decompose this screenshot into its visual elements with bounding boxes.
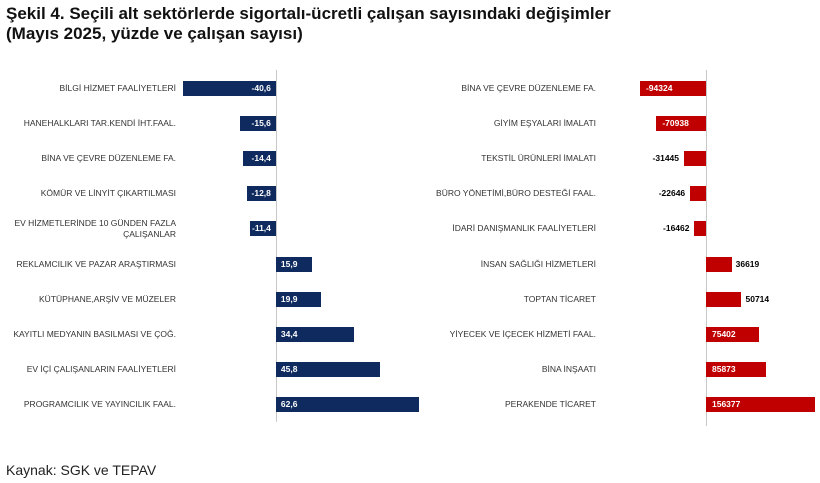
bar <box>656 115 706 131</box>
bar <box>706 326 759 342</box>
category-label: İDARİ DANIŞMANLIK FAALİYETLERİ <box>452 223 596 234</box>
value-label: -31445 <box>652 152 679 163</box>
category-label: BİNA VE ÇEVRE DÜZENLEME FA. <box>41 152 176 163</box>
category-label: BİNA İNŞAATI <box>541 364 596 375</box>
bar <box>275 256 313 272</box>
category-label: BÜRO YÖNETİMİ,BÜRO DESTEĞİ FAAL. <box>436 188 596 199</box>
value-label: 19,9 <box>280 293 298 304</box>
value-label: -70938 <box>662 117 689 128</box>
bar <box>683 150 706 166</box>
category-label: EV HİZMETLERİNDE 10 GÜNDEN FAZLA ÇALIŞAN… <box>14 217 176 239</box>
bar <box>706 397 816 413</box>
bar <box>240 115 276 131</box>
category-label: KÜTÜPHANE,ARŞİV VE MÜZELER <box>39 293 176 304</box>
value-label: 75402 <box>712 328 736 339</box>
category-label: BİNA VE ÇEVRE DÜZENLEME FA. <box>461 82 596 93</box>
bar <box>183 80 276 96</box>
zero-axis <box>706 70 707 426</box>
subtitle: (Mayıs 2025, yüzde ve çalışan sayısı) <box>6 24 303 43</box>
category-label: KAYITLI MEDYANIN BASILMASI VE ÇOĞ. <box>13 328 176 339</box>
value-label: 15,9 <box>280 258 298 269</box>
value-label: -15,6 <box>251 117 271 128</box>
category-label: HANEHALKLARI TAR.KENDİ İHT.FAAL. <box>23 117 176 128</box>
title: Şekil 4. Seçili alt sektörlerde sigortal… <box>6 4 611 23</box>
bar <box>706 291 742 307</box>
value-label: 36619 <box>735 258 760 269</box>
category-label: BİLGİ HİZMET FAALİYETLERİ <box>59 82 176 93</box>
bar <box>694 221 706 237</box>
category-label: EV İÇİ ÇALIŞANLARIN FAALİYETLERİ <box>26 364 176 375</box>
bar <box>275 397 419 413</box>
category-label: TEKSTİL ÜRÜNLERİ İMALATI <box>481 152 596 163</box>
bar <box>639 80 706 96</box>
bar <box>706 362 767 378</box>
bar <box>275 326 355 342</box>
bar <box>249 221 276 237</box>
value-label: 45,8 <box>280 364 298 375</box>
value-label: -94324 <box>645 82 673 93</box>
category-label: YİYECEK VE İÇECEK HİZMETİ FAAL. <box>449 328 596 339</box>
value-label: -11,4 <box>251 223 271 234</box>
value-label: 62,6 <box>280 399 298 410</box>
value-label: -22646 <box>658 188 686 199</box>
value-label: 85873 <box>712 364 736 375</box>
value-label: -16462 <box>663 223 690 234</box>
category-label: PROGRAMCILIK VE YAYINCILIK FAAL. <box>23 399 176 410</box>
zero-axis <box>276 70 277 422</box>
bar <box>246 186 276 202</box>
value-label: -40,6 <box>251 82 271 93</box>
value-label: -14,4 <box>251 152 271 163</box>
value-label: 34,4 <box>280 328 298 339</box>
category-label: PERAKENDE TİCARET <box>504 399 596 410</box>
value-label: 50714 <box>745 293 770 304</box>
category-label: GİYİM EŞYALARI İMALATI <box>493 117 596 128</box>
category-label: KÖMÜR VE LİNYİT ÇIKARTILMASI <box>40 188 176 199</box>
bar <box>706 256 732 272</box>
category-label: TOPTAN TİCARET <box>523 293 596 304</box>
category-label: REKLAMCILIK VE PAZAR ARAŞTIRMASI <box>16 258 177 269</box>
bar <box>275 291 322 307</box>
bar <box>690 186 706 202</box>
value-label: 156377 <box>712 399 741 410</box>
bar <box>243 150 276 166</box>
source: Kaynak: SGK ve TEPAV <box>6 462 157 478</box>
value-label: -12,8 <box>251 188 271 199</box>
bar <box>275 362 381 378</box>
category-label: İNSAN SAĞLIĞI HİZMETLERİ <box>480 258 596 269</box>
